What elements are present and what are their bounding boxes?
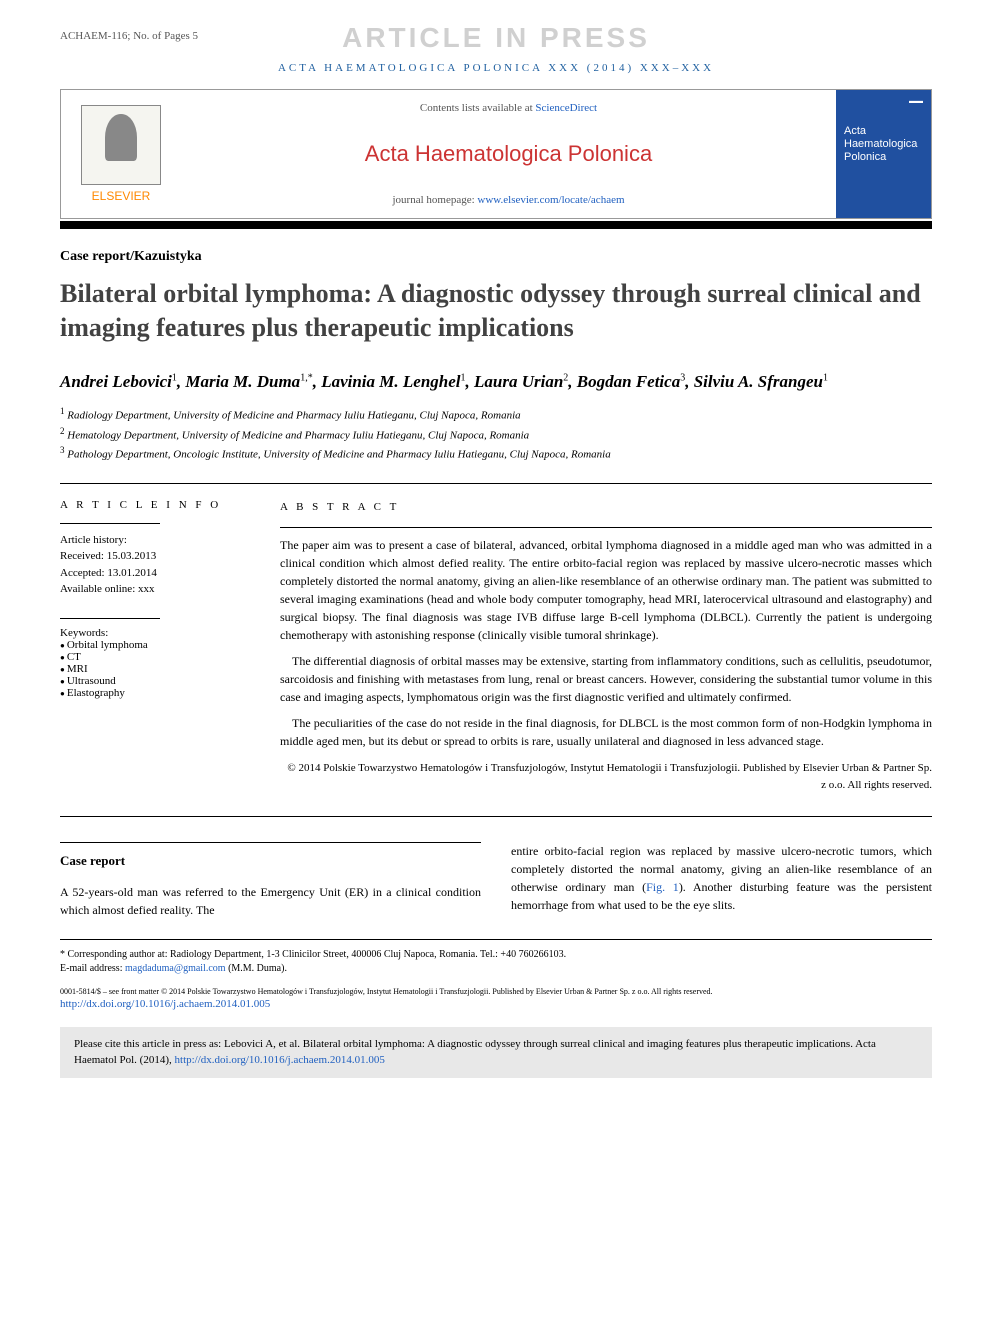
journal-reference: ACTA HAEMATOLOGICA POLONICA XXX (2014) X… [60, 62, 932, 74]
info-rule [60, 618, 160, 619]
info-rule [60, 523, 160, 524]
article-info: A R T I C L E I N F O Article history: R… [60, 484, 260, 817]
email-link[interactable]: magdaduma@gmail.com [125, 963, 226, 974]
info-heading: A R T I C L E I N F O [60, 499, 245, 511]
abstract-rule [280, 527, 932, 528]
corresponding-author: * Corresponding author at: Radiology Dep… [60, 948, 932, 962]
abstract: A B S T R A C T The paper aim was to pre… [260, 484, 932, 817]
affiliation: 3 Pathology Department, Oncologic Instit… [60, 444, 932, 463]
body-columns: Case report A 52-years-old man was refer… [60, 842, 932, 919]
footer: * Corresponding author at: Radiology Dep… [60, 939, 932, 1013]
accepted-date: Accepted: 13.01.2014 [60, 565, 245, 582]
doi-link[interactable]: http://dx.doi.org/10.1016/j.achaem.2014.… [60, 997, 932, 1012]
elsevier-logo: ELSEVIER [61, 90, 181, 218]
journal-cover-thumbnail: ▬▬ Acta Haematologica Polonica [836, 90, 931, 218]
affiliation: 1 Radiology Department, University of Me… [60, 405, 932, 424]
header-center: Contents lists available at ScienceDirec… [181, 90, 836, 218]
section-rule [60, 842, 481, 843]
journal-title: Acta Haematologica Polonica [193, 141, 824, 167]
sciencedirect-link[interactable]: ScienceDirect [535, 102, 597, 114]
copyright: © 2014 Polskie Towarzystwo Hematologów i… [280, 760, 932, 793]
abstract-p1: The paper aim was to present a case of b… [280, 536, 932, 644]
email-line: E-mail address: magdaduma@gmail.com (M.M… [60, 962, 932, 976]
keyword-item: Ultrasound [60, 675, 245, 687]
info-abstract-section: A R T I C L E I N F O Article history: R… [60, 483, 932, 818]
section-heading: Case report [60, 851, 481, 871]
keyword-item: CT [60, 651, 245, 663]
keyword-item: MRI [60, 663, 245, 675]
history-block: Article history: Received: 15.03.2013 Ac… [60, 532, 245, 598]
fine-print: 0001-5814/$ – see front matter © 2014 Po… [60, 986, 932, 997]
homepage-line: journal homepage: www.elsevier.com/locat… [193, 194, 824, 206]
received-date: Received: 15.03.2013 [60, 548, 245, 565]
authors: Andrei Lebovici1, Maria M. Duma1,*, Lavi… [60, 370, 932, 394]
cover-title: Acta Haematologica Polonica [844, 125, 923, 165]
article-title: Bilateral orbital lymphoma: A diagnostic… [60, 277, 932, 345]
citebox-doi-link[interactable]: http://dx.doi.org/10.1016/j.achaem.2014.… [175, 1054, 385, 1066]
keyword-item: Orbital lymphoma [60, 639, 245, 651]
figure-link[interactable]: Fig. 1 [646, 880, 679, 894]
online-date: Available online: xxx [60, 581, 245, 598]
keyword-item: Elastography [60, 687, 245, 699]
black-rule [60, 221, 932, 229]
cite-box: Please cite this article in press as: Le… [60, 1027, 932, 1078]
column-right: entire orbito-facial region was replaced… [511, 842, 932, 919]
affiliations: 1 Radiology Department, University of Me… [60, 405, 932, 462]
keywords-block: Keywords: Orbital lymphomaCTMRIUltrasoun… [60, 627, 245, 699]
elsevier-text: ELSEVIER [92, 189, 151, 203]
keywords-label: Keywords: [60, 627, 245, 639]
body-text-left: A 52-years-old man was referred to the E… [60, 883, 481, 919]
history-label: Article history: [60, 532, 245, 549]
abstract-heading: A B S T R A C T [280, 499, 932, 516]
body-text-right: entire orbito-facial region was replaced… [511, 842, 932, 914]
article-type: Case report/Kazuistyka [60, 249, 932, 265]
contents-line: Contents lists available at ScienceDirec… [193, 102, 824, 114]
journal-header: ELSEVIER Contents lists available at Sci… [60, 89, 932, 219]
abstract-p2: The differential diagnosis of orbital ma… [280, 652, 932, 706]
doc-id: ACHAEM-116; No. of Pages 5 [60, 30, 198, 42]
column-left: Case report A 52-years-old man was refer… [60, 842, 481, 919]
abstract-p3: The peculiarities of the case do not res… [280, 714, 932, 750]
affiliation: 2 Hematology Department, University of M… [60, 425, 932, 444]
elsevier-tree-icon [81, 105, 161, 185]
homepage-link[interactable]: www.elsevier.com/locate/achaem [477, 194, 624, 206]
keywords-list: Orbital lymphomaCTMRIUltrasoundElastogra… [60, 639, 245, 699]
